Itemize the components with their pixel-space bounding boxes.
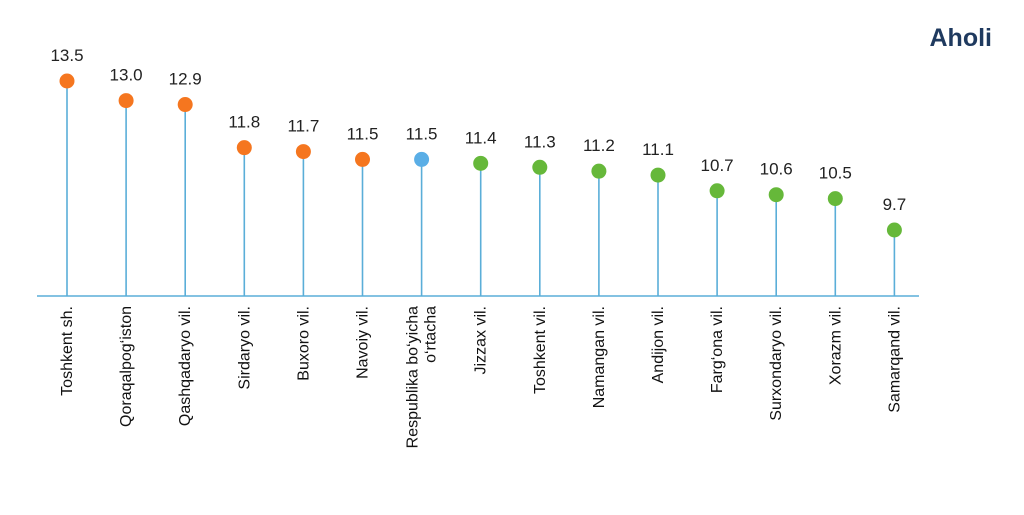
category-label: Andijon vil. <box>650 306 667 383</box>
category-label: Sirdaryo vil. <box>236 306 253 390</box>
category-label: Respublika bo‘yichao‘rtacha <box>405 306 440 448</box>
data-label: 11.5 <box>406 124 438 143</box>
data-label: 11.2 <box>583 136 615 155</box>
data-point <box>591 163 607 179</box>
data-label: 11.5 <box>347 124 379 143</box>
data-label: 11.4 <box>465 128 497 147</box>
category-label: Surxondaryo vil. <box>768 306 785 421</box>
data-point <box>709 183 725 199</box>
data-label: 10.5 <box>819 164 852 183</box>
data-point <box>295 144 311 160</box>
data-point <box>177 97 193 113</box>
data-point <box>355 151 370 167</box>
category-label: Jizzax vil. <box>473 306 490 374</box>
data-point <box>414 151 430 167</box>
data-point <box>118 93 134 109</box>
data-label: 12.9 <box>169 70 202 89</box>
data-label: 11.7 <box>287 117 319 136</box>
category-label: Samarqand vil. <box>886 306 903 413</box>
data-point <box>236 140 252 156</box>
category-label: Toshkent sh. <box>59 306 76 396</box>
data-label: 10.6 <box>760 160 793 179</box>
category-label: Buxoro vil. <box>295 306 312 381</box>
data-point <box>473 155 489 171</box>
category-label: Toshkent vil. <box>532 306 549 394</box>
data-label: 11.3 <box>524 132 556 151</box>
brand-label: Aholi <box>929 24 993 52</box>
data-point <box>532 159 548 175</box>
data-label: 11.1 <box>642 140 674 159</box>
category-label: Namangan vil. <box>591 306 608 408</box>
data-label: 13.0 <box>110 66 143 85</box>
category-label: Qashqadaryo vil. <box>177 306 194 426</box>
data-point <box>886 222 902 238</box>
data-label: 9.7 <box>883 195 907 214</box>
data-label: 10.7 <box>701 156 734 175</box>
data-label: 11.8 <box>228 113 260 132</box>
data-point <box>59 73 75 89</box>
data-point <box>827 191 843 207</box>
category-label: Navoiy vil. <box>355 306 372 379</box>
category-label: Xorazm vil. <box>827 306 844 385</box>
data-point <box>768 187 784 203</box>
data-label: 13.5 <box>50 46 83 65</box>
category-label: Farg‘ona vil. <box>709 306 726 393</box>
category-label: Qoraqalpog‘iston <box>118 306 135 427</box>
data-point <box>650 167 666 183</box>
